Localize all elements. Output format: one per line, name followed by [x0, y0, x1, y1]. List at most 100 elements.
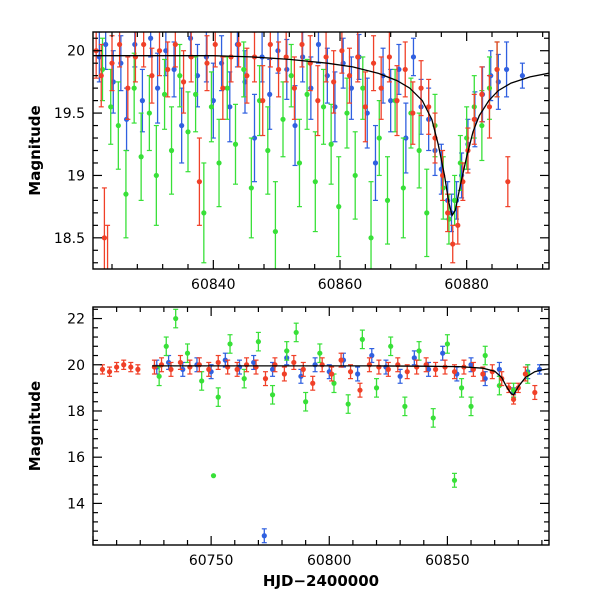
data-point	[204, 60, 210, 66]
x-tick-label: 60800	[307, 553, 352, 569]
data-point	[177, 359, 184, 366]
data-point	[320, 104, 327, 110]
data-point	[114, 364, 120, 370]
x-tick-label: 60750	[189, 553, 234, 569]
data-point	[272, 362, 278, 368]
data-point	[457, 160, 463, 166]
data-point	[411, 355, 417, 361]
y-tick-label: 22	[67, 312, 85, 328]
top-panel-zoomed-light-curve: 60840 60860 60880 18.5 19 19.5 20 Magnitude	[26, 31, 550, 293]
data-point	[272, 228, 278, 235]
data-point	[355, 371, 361, 377]
data-point	[269, 366, 276, 372]
data-point	[131, 85, 137, 91]
data-point	[344, 110, 350, 116]
data-point	[510, 396, 517, 403]
data-point	[385, 366, 391, 372]
data-point	[128, 364, 134, 370]
data-point	[346, 73, 353, 79]
data-point	[402, 66, 408, 73]
data-point	[165, 66, 171, 73]
data-point	[98, 73, 104, 79]
data-point	[312, 179, 318, 185]
y-tick-label: 20	[67, 358, 85, 374]
data-point	[331, 79, 337, 85]
data-point	[196, 362, 202, 368]
model-curve	[93, 55, 549, 218]
data-point	[220, 85, 226, 91]
series-1	[156, 308, 531, 488]
x-tick-label: 60880	[444, 277, 489, 293]
data-point	[338, 357, 344, 363]
y-tick-label: 20	[67, 44, 85, 60]
data-point	[360, 85, 366, 91]
data-point	[123, 191, 129, 197]
data-point	[168, 366, 174, 372]
series-2	[99, 352, 538, 405]
data-point	[388, 98, 394, 104]
data-point	[227, 341, 233, 347]
data-point	[394, 98, 400, 104]
data-point	[141, 41, 147, 48]
data-point	[121, 362, 127, 368]
data-point	[212, 41, 218, 48]
data-point	[224, 85, 230, 91]
data-point	[155, 85, 161, 91]
data-point	[149, 73, 155, 79]
data-point	[101, 235, 107, 241]
data-point	[255, 339, 261, 345]
data-point	[376, 135, 382, 141]
data-point	[424, 210, 430, 216]
data-point	[216, 160, 222, 166]
data-point	[416, 147, 422, 154]
data-point	[522, 371, 528, 377]
data-point	[445, 210, 451, 216]
data-point	[103, 41, 109, 48]
data-point	[347, 369, 354, 375]
data-point	[243, 362, 250, 368]
data-point	[359, 336, 365, 342]
data-point	[402, 403, 408, 409]
y-tick-label: 19	[67, 168, 85, 184]
data-point	[328, 141, 334, 147]
data-point	[479, 122, 485, 129]
y-tick-label: 18.5	[54, 231, 85, 247]
data-point	[193, 91, 199, 97]
data-point	[156, 373, 162, 379]
data-point	[185, 129, 191, 135]
data-point	[153, 172, 159, 179]
plot-frame	[92, 306, 550, 546]
data-point	[397, 373, 403, 379]
data-point	[486, 104, 493, 110]
data-point	[425, 366, 432, 372]
data-point	[331, 380, 337, 386]
y-tick-label: 14	[67, 496, 85, 512]
data-point	[373, 385, 380, 391]
data-point	[227, 104, 233, 110]
data-point	[296, 160, 303, 166]
data-point	[352, 172, 358, 179]
data-point	[355, 54, 361, 60]
y-tick-label: 16	[67, 450, 85, 466]
y-axis-label: Magnitude	[26, 105, 44, 195]
data-point	[496, 366, 502, 372]
data-point	[292, 122, 298, 129]
data-point	[236, 41, 242, 48]
data-point	[108, 104, 114, 110]
data-point	[479, 91, 485, 97]
x-tick-label: 60860	[318, 277, 363, 293]
data-point	[505, 179, 511, 185]
data-point	[300, 366, 306, 372]
data-point	[99, 366, 106, 372]
data-point	[410, 54, 417, 60]
data-point	[184, 350, 191, 356]
data-point	[215, 394, 221, 400]
data-point	[288, 73, 294, 79]
data-point	[426, 104, 432, 110]
data-point	[299, 41, 305, 48]
data-point	[366, 362, 373, 368]
series-1	[99, 37, 500, 269]
data-point	[482, 376, 488, 382]
data-point	[260, 98, 266, 104]
